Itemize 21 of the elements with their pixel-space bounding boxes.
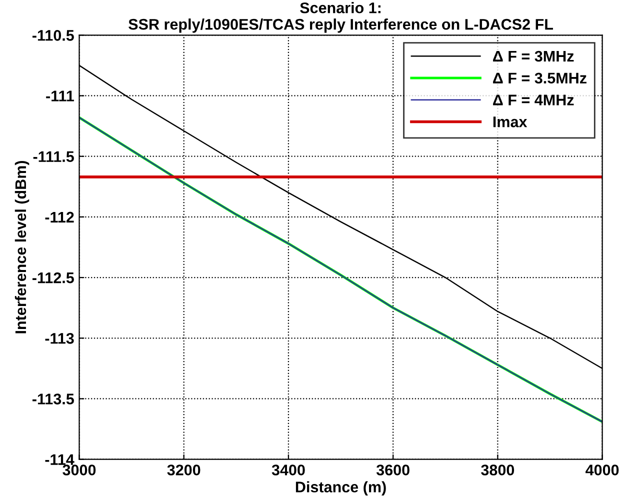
y-axis-title: Interference level (dBm) bbox=[14, 160, 30, 334]
x-tick-label: 4000 bbox=[586, 464, 619, 476]
y-tick-label: -111 bbox=[46, 90, 74, 102]
x-tick-label: 3000 bbox=[62, 464, 96, 476]
y-tick-label: -112.5 bbox=[32, 272, 74, 284]
legend-label: Δ F = 3MHz bbox=[493, 50, 574, 62]
y-tick-label: -114 bbox=[45, 454, 74, 465]
chart-title: Scenario 1: SSR reply/1090ES/TCAS reply Interference on L-DACS2 FL bbox=[128, 2, 553, 33]
y-tick-label: -113 bbox=[45, 333, 74, 344]
x-tick-label: 3800 bbox=[481, 464, 514, 476]
legend-label: Δ F = 3.5MHz bbox=[493, 72, 586, 84]
x-tick-label: 3600 bbox=[376, 464, 410, 476]
x-tick-label: 3200 bbox=[167, 464, 200, 476]
y-tick-label: -113.5 bbox=[32, 394, 74, 404]
x-axis-title: Distance (m) bbox=[296, 481, 386, 496]
y-tick-label: -112 bbox=[45, 212, 74, 222]
y-tick-label: -111.5 bbox=[33, 151, 74, 162]
y-tick-label: -110.5 bbox=[32, 30, 74, 41]
legend-label: Δ F = 4MHz bbox=[493, 94, 574, 106]
x-tick-label: 3400 bbox=[272, 464, 305, 476]
legend-label: Imax bbox=[493, 116, 528, 128]
